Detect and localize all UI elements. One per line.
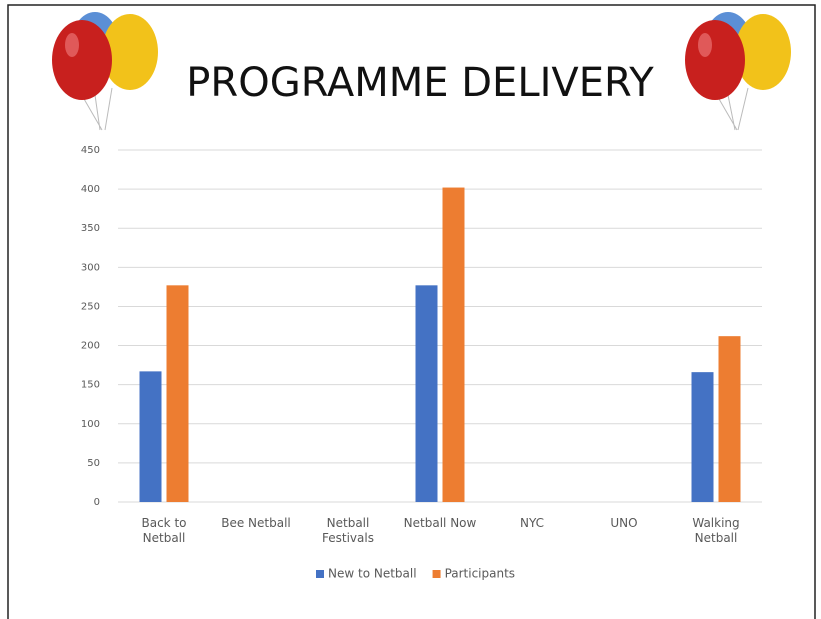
bar bbox=[719, 336, 741, 502]
x-tick-label: Back to Netball bbox=[124, 516, 204, 546]
bar bbox=[443, 188, 465, 502]
bar bbox=[140, 371, 162, 502]
chart-title: PROGRAMME DELIVERY bbox=[186, 60, 654, 106]
slide: PROGRAMME DELIVERY 0 50 100 150 200 250 300 350… bbox=[0, 0, 821, 619]
legend-swatch bbox=[433, 570, 441, 578]
y-tick-label: 400 bbox=[81, 184, 100, 195]
y-tick-label: 100 bbox=[81, 419, 100, 430]
y-tick-label: 150 bbox=[81, 380, 100, 391]
bar bbox=[416, 285, 438, 502]
y-tick-label: 300 bbox=[81, 262, 100, 273]
bar bbox=[692, 372, 714, 502]
y-tick-label: 450 bbox=[81, 145, 100, 156]
bar bbox=[167, 285, 189, 502]
y-tick-label: 50 bbox=[87, 458, 100, 469]
x-tick-label: UNO bbox=[584, 516, 664, 531]
y-tick-label: 350 bbox=[81, 223, 100, 234]
x-tick-label: NYC bbox=[492, 516, 572, 531]
balloons-right bbox=[685, 12, 791, 130]
x-tick-label: Netball Now bbox=[400, 516, 480, 531]
x-tick-label: Bee Netball bbox=[216, 516, 296, 531]
y-tick-label: 0 bbox=[94, 497, 100, 508]
legend-swatch bbox=[316, 570, 324, 578]
legend-label: Participants bbox=[445, 567, 516, 581]
y-tick-label: 200 bbox=[81, 341, 100, 352]
balloons-left bbox=[52, 12, 158, 130]
x-tick-label: Netball Festivals bbox=[308, 516, 388, 546]
y-tick-label: 250 bbox=[81, 301, 100, 312]
x-tick-label: Walking Netball bbox=[676, 516, 756, 546]
legend-label: New to Netball bbox=[328, 567, 417, 581]
